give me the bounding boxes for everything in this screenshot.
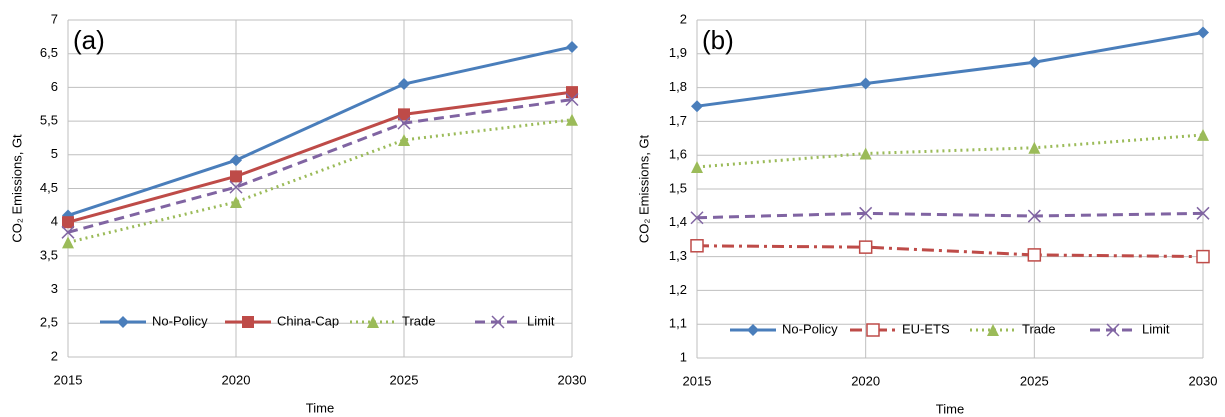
marker [859, 147, 872, 160]
legend-marker [866, 323, 880, 337]
series-line [67, 118, 573, 244]
marker [858, 240, 873, 254]
series-line [67, 90, 573, 224]
x-tick-label: 2025 [390, 372, 419, 387]
series-line [67, 98, 573, 234]
marker [61, 225, 75, 239]
y-tick-label: 1,6 [669, 147, 687, 162]
marker [691, 161, 703, 174]
series-line [696, 133, 1204, 169]
x-tick-label: 2030 [558, 372, 587, 387]
legend-marker [747, 324, 759, 336]
y-tick-label: 1,9 [669, 45, 687, 60]
y-tick-label: 3 [51, 281, 58, 296]
marker [62, 216, 74, 229]
marker [1027, 209, 1041, 223]
x-axis-label: Time [936, 401, 964, 416]
marker [565, 93, 579, 107]
legend-label: No-Policy [152, 313, 208, 328]
marker [1196, 249, 1210, 264]
y-tick-label: 2,5 [40, 315, 58, 330]
y-tick-label: 5,5 [40, 113, 58, 128]
y-tick-label: 3,5 [40, 247, 58, 262]
x-tick-label: 2020 [851, 373, 880, 388]
y-tick-label: 2 [51, 348, 58, 363]
marker [62, 236, 74, 249]
marker [690, 239, 704, 253]
marker [1028, 56, 1041, 69]
y-tick-label: 1 [680, 349, 687, 364]
series-line [67, 45, 573, 217]
marker [230, 154, 242, 167]
panel-label: (a) [73, 25, 105, 55]
y-tick-label: 6,5 [40, 45, 58, 60]
marker [229, 180, 243, 194]
y-tick-label: 6 [51, 79, 58, 94]
marker [398, 108, 410, 121]
marker [859, 206, 873, 220]
legend-label: Trade [402, 313, 435, 328]
x-tick-label: 2020 [222, 372, 251, 387]
legend-marker [117, 316, 129, 328]
marker [690, 211, 704, 225]
y-tick-label: 1,7 [669, 113, 687, 128]
marker [1028, 141, 1041, 154]
y-tick-label: 1,2 [669, 282, 687, 297]
series-line [696, 211, 1204, 220]
marker [566, 86, 578, 99]
marker [566, 113, 578, 126]
y-axis-label: CO₂ Emissions, Gt [636, 134, 651, 243]
marker [398, 78, 410, 91]
marker [566, 40, 578, 53]
panel-label: (b) [702, 25, 734, 55]
marker [859, 77, 872, 90]
y-tick-label: 2 [680, 11, 687, 26]
marker [1027, 248, 1042, 262]
series-line [696, 31, 1204, 108]
x-tick-label: 2015 [683, 373, 712, 388]
legend-label: Limit [527, 313, 555, 328]
y-tick-label: 5 [51, 146, 58, 161]
x-axis-label: Time [306, 400, 334, 415]
y-axis-label: CO₂ Emissions, Gt [9, 134, 24, 243]
marker [230, 195, 242, 208]
legend-label: EU-ETS [902, 321, 950, 336]
y-tick-label: 1,4 [669, 214, 687, 229]
y-tick-label: 4,5 [40, 180, 58, 195]
marker [230, 170, 242, 183]
marker [397, 116, 411, 130]
legend-marker [367, 316, 379, 328]
marker [398, 133, 410, 146]
marker [691, 100, 703, 113]
x-tick-label: 2025 [1020, 373, 1049, 388]
x-tick-label: 2030 [1189, 373, 1218, 388]
legend-marker [987, 324, 999, 336]
y-tick-label: 1,3 [669, 248, 687, 263]
legend-label: No-Policy [782, 321, 838, 336]
marker [1197, 26, 1209, 39]
series-line [696, 244, 1204, 259]
legend-label: Limit [1142, 321, 1170, 336]
y-tick-label: 7 [51, 11, 58, 26]
marker [1197, 128, 1209, 141]
y-tick-label: 1,8 [669, 79, 687, 94]
legend-label: Trade [1022, 321, 1055, 336]
y-tick-label: 1,5 [669, 180, 687, 195]
legend-marker [242, 316, 254, 328]
x-tick-label: 2015 [54, 372, 83, 387]
marker [1196, 206, 1210, 220]
legend-marker [1106, 323, 1120, 337]
legend-marker [491, 315, 505, 329]
legend-label: China-Cap [277, 313, 339, 328]
y-tick-label: 1,1 [669, 316, 687, 331]
y-tick-label: 4 [51, 214, 58, 229]
